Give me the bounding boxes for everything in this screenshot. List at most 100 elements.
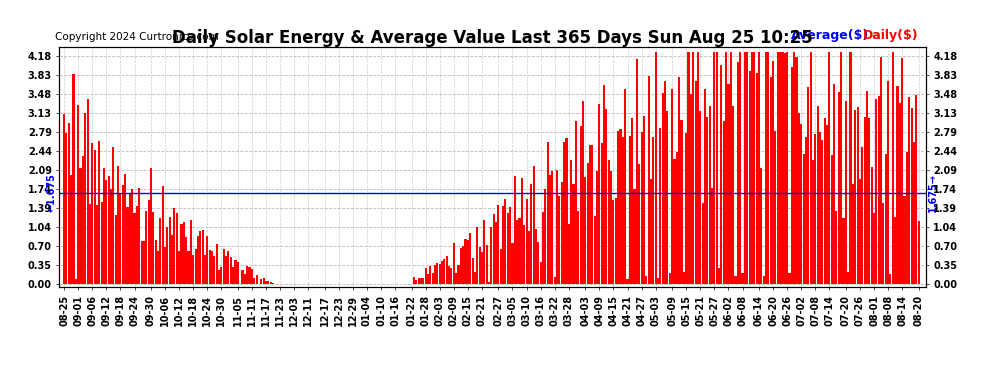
Bar: [673, 159, 675, 284]
Bar: [718, 268, 720, 284]
Bar: [575, 122, 577, 284]
Bar: [84, 113, 86, 284]
Title: Daily Solar Energy & Average Value Last 365 Days Sun Aug 25 10:25: Daily Solar Energy & Average Value Last …: [172, 29, 813, 47]
Bar: [230, 257, 232, 284]
Bar: [671, 89, 673, 284]
Bar: [634, 189, 636, 284]
Bar: [434, 266, 436, 284]
Bar: [89, 204, 91, 284]
Bar: [110, 189, 112, 284]
Bar: [439, 264, 441, 284]
Bar: [791, 67, 793, 284]
Bar: [697, 53, 699, 284]
Bar: [868, 118, 870, 284]
Bar: [812, 160, 814, 284]
Bar: [469, 233, 471, 284]
Bar: [136, 206, 138, 284]
Bar: [250, 268, 253, 284]
Bar: [108, 176, 110, 284]
Bar: [746, 53, 748, 284]
Bar: [415, 280, 418, 284]
Bar: [591, 144, 593, 284]
Bar: [98, 141, 100, 284]
Bar: [444, 259, 446, 284]
Bar: [213, 256, 216, 284]
Bar: [152, 211, 154, 284]
Bar: [523, 225, 526, 284]
Bar: [159, 219, 161, 284]
Bar: [216, 244, 218, 284]
Bar: [218, 270, 220, 284]
Bar: [636, 59, 638, 284]
Bar: [540, 262, 542, 284]
Bar: [714, 53, 716, 284]
Bar: [861, 147, 863, 284]
Bar: [596, 171, 598, 284]
Bar: [253, 278, 255, 284]
Bar: [784, 53, 786, 284]
Bar: [859, 179, 861, 284]
Bar: [822, 140, 824, 284]
Bar: [605, 109, 608, 284]
Bar: [706, 117, 709, 284]
Bar: [531, 183, 533, 284]
Bar: [175, 213, 178, 284]
Bar: [753, 53, 755, 284]
Bar: [244, 274, 246, 284]
Bar: [814, 134, 817, 284]
Bar: [183, 222, 185, 284]
Bar: [742, 273, 743, 284]
Bar: [211, 251, 213, 284]
Bar: [154, 240, 156, 284]
Bar: [735, 276, 737, 284]
Bar: [474, 272, 476, 284]
Bar: [441, 261, 444, 284]
Bar: [262, 278, 264, 284]
Bar: [704, 89, 706, 284]
Bar: [836, 211, 838, 284]
Bar: [488, 282, 490, 284]
Bar: [685, 133, 687, 284]
Bar: [500, 249, 502, 284]
Bar: [641, 132, 643, 284]
Bar: [490, 226, 492, 284]
Bar: [467, 240, 469, 284]
Bar: [70, 175, 72, 284]
Bar: [225, 256, 227, 284]
Bar: [589, 145, 591, 284]
Bar: [842, 218, 844, 284]
Bar: [120, 194, 122, 284]
Bar: [582, 100, 584, 284]
Bar: [148, 200, 149, 284]
Bar: [831, 155, 833, 284]
Bar: [711, 189, 713, 284]
Bar: [772, 62, 774, 284]
Bar: [509, 207, 511, 284]
Bar: [683, 272, 685, 284]
Bar: [185, 237, 187, 284]
Bar: [538, 242, 540, 284]
Bar: [906, 152, 908, 284]
Bar: [459, 248, 462, 284]
Bar: [664, 81, 666, 284]
Bar: [873, 213, 875, 284]
Bar: [676, 152, 678, 284]
Bar: [462, 246, 464, 284]
Bar: [86, 99, 89, 284]
Bar: [598, 104, 600, 284]
Bar: [112, 147, 115, 284]
Bar: [567, 224, 570, 284]
Bar: [427, 274, 429, 284]
Bar: [535, 229, 537, 284]
Bar: [204, 255, 206, 284]
Bar: [652, 137, 654, 284]
Bar: [248, 267, 250, 284]
Bar: [192, 255, 194, 284]
Bar: [841, 53, 842, 284]
Bar: [826, 125, 828, 284]
Bar: [728, 84, 730, 284]
Bar: [803, 154, 805, 284]
Bar: [446, 256, 447, 284]
Bar: [647, 76, 649, 284]
Bar: [504, 199, 507, 284]
